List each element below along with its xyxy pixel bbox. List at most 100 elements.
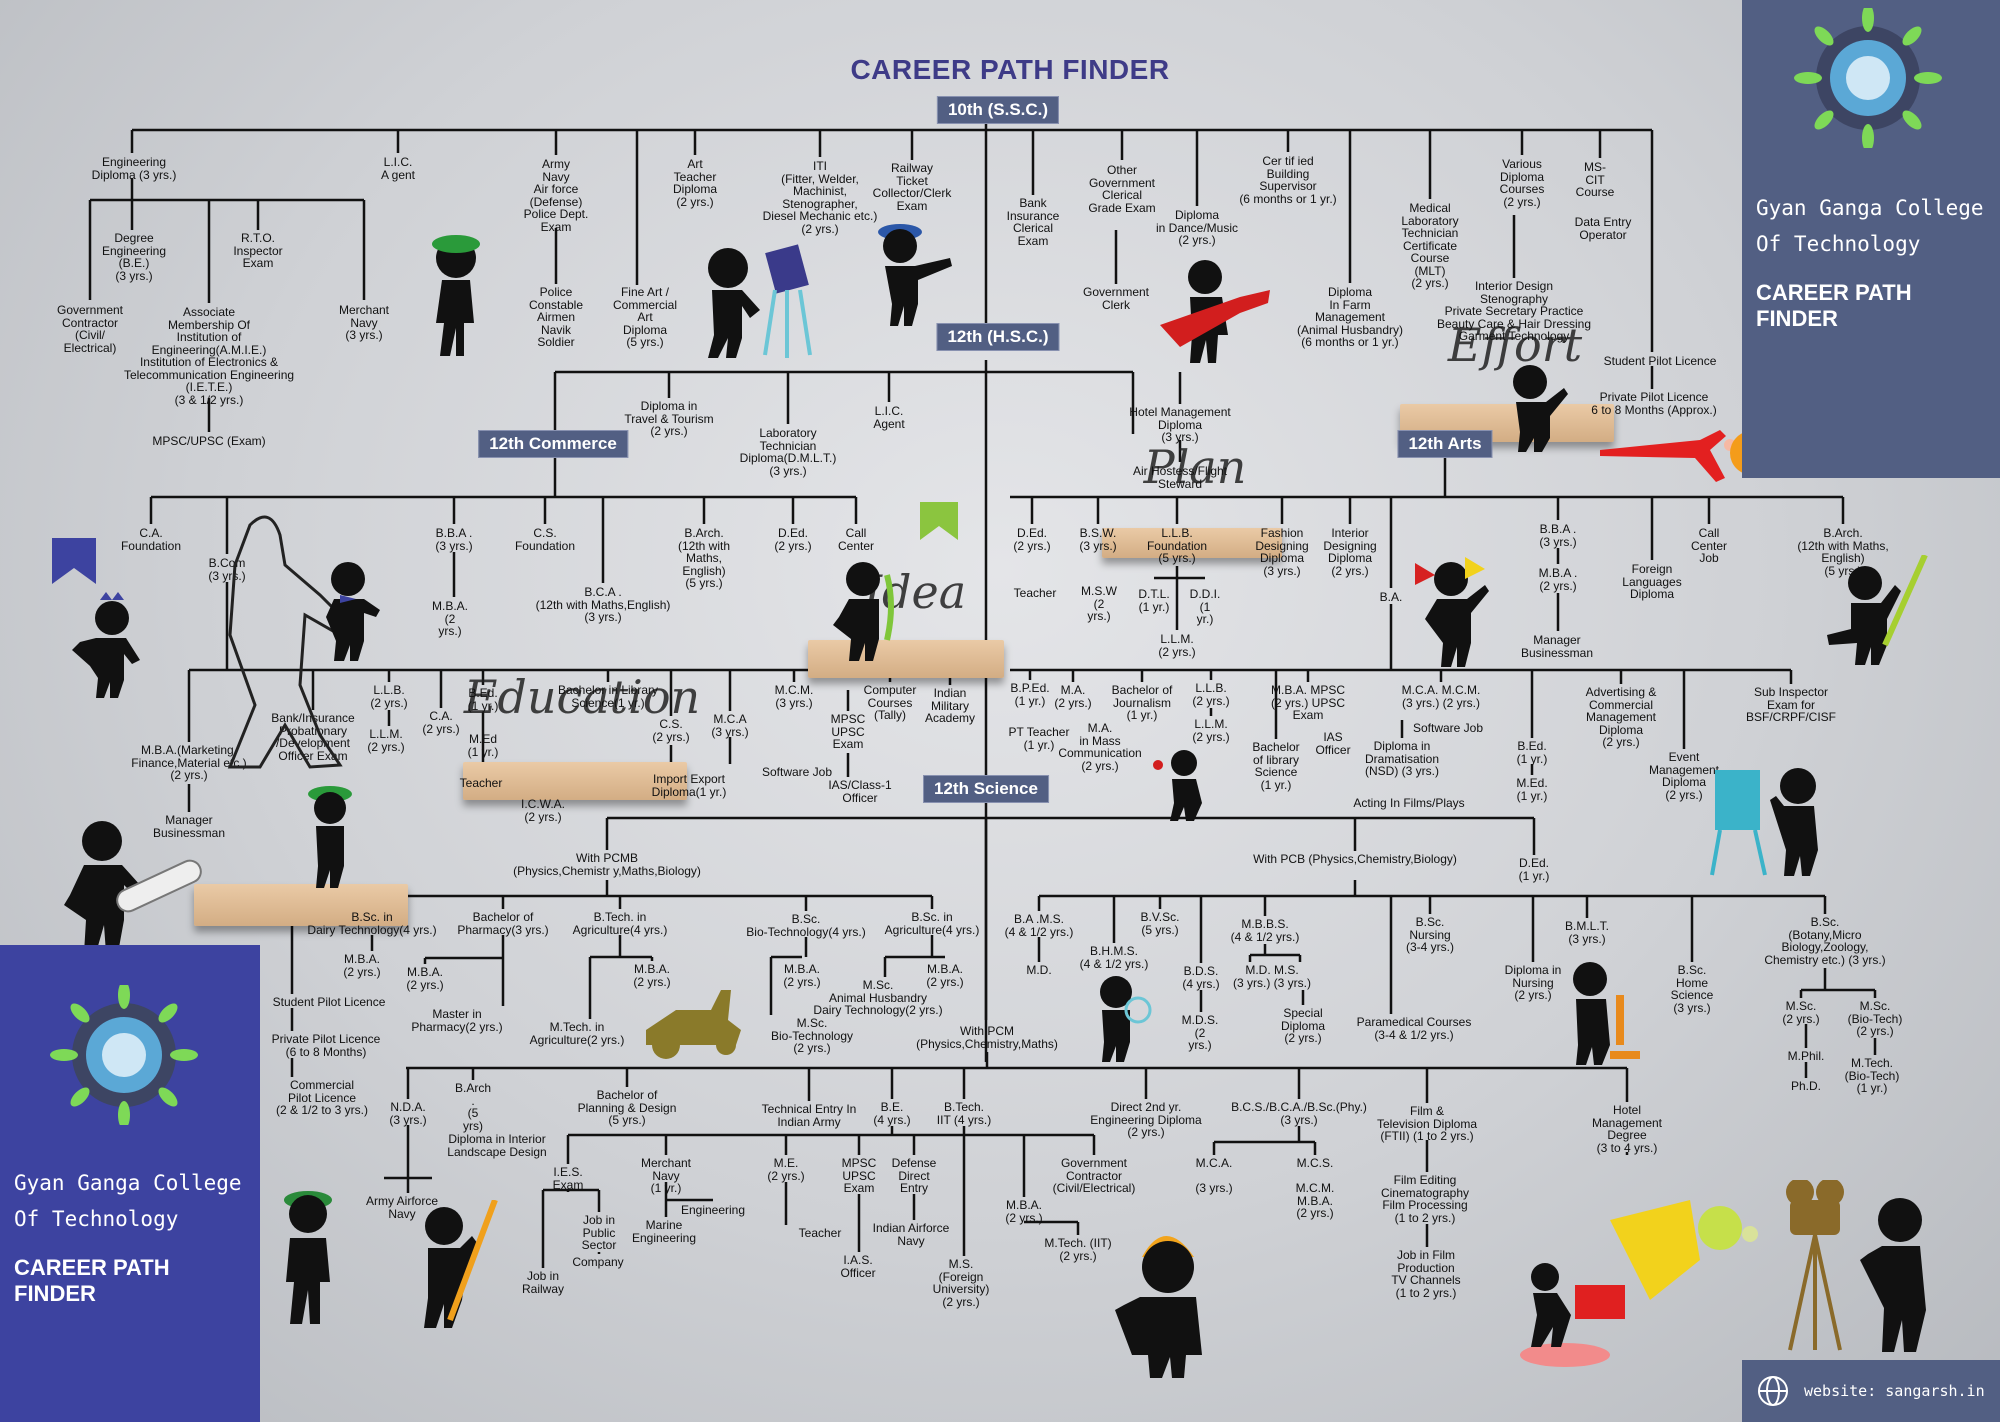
globe-icon	[1758, 1376, 1788, 1406]
career-option-label: B.C.S./B.C.A./B.Sc.(Phy.) (3 yrs.)	[1231, 1100, 1367, 1127]
career-option-label: Film Editing Cinematography Film Process…	[1380, 1173, 1470, 1225]
shelf	[1102, 528, 1282, 558]
career-option-label: Direct 2nd yr. Engineering Diploma (2 yr…	[1090, 1100, 1202, 1139]
college-name-line1: Gyan Ganga College	[14, 1171, 242, 1195]
career-option-label: Interior Design Stenography Private Secr…	[1436, 279, 1592, 343]
college-name-line1: Gyan Ganga College	[1756, 196, 1984, 220]
career-option-label: MS- CIT Course	[1575, 160, 1615, 199]
career-option-label: M.Ed. (1 yr.)	[1516, 776, 1548, 803]
career-option-label: B.Ed. (1 yr.)	[467, 686, 499, 713]
career-option-label: B.Sc. (Botany,Micro Biology,Zoology, Che…	[1764, 915, 1886, 967]
career-option-label: D.D.I. (1 yr.)	[1189, 587, 1221, 626]
career-option-label: B.B.A . (3 yrs.)	[435, 526, 473, 553]
career-option-label: Hotel Management Degree (3 to 4 yrs.)	[1591, 1103, 1663, 1155]
website-bar: website: sangarsh.in	[1742, 1360, 2000, 1422]
career-option-label: M.B.B.S. (4 & 1/2 yrs.)	[1230, 917, 1300, 944]
career-option-label: With PCMB (Physics,Chemistr y,Maths,Biol…	[513, 851, 701, 878]
college-logo-icon	[50, 985, 198, 1125]
stage-header-ssc: 10th (S.S.C.)	[936, 96, 1060, 124]
career-option-label: MPSC UPSC Exam	[830, 712, 866, 751]
career-option-label: B.Ed. (1 yr.)	[1516, 739, 1548, 766]
career-option-label: M.B.A. (2 yrs.)	[1005, 1198, 1043, 1225]
career-option-label: IAS/Class-1 Officer	[828, 778, 892, 805]
career-option-label: C.S. (2 yrs.)	[652, 717, 690, 744]
career-option-label: Marine Engineering	[631, 1218, 697, 1245]
career-option-label: B.D.S. (4 yrs.)	[1182, 964, 1220, 991]
figure-icon	[424, 1200, 498, 1328]
career-option-label: M.D.S. (2 yrs.)	[1181, 1013, 1219, 1052]
college-panel-bottom: Gyan Ganga College Of Technology CAREER …	[0, 945, 260, 1422]
career-option-label: M.B.A. MPSC (2 yrs.) UPSC Exam	[1270, 683, 1346, 722]
career-option-label: M.A. in Mass Communication (2 yrs.)	[1058, 721, 1142, 773]
career-option-label: M.E. (2 yrs.)	[767, 1156, 805, 1183]
stage-header-arts: 12th Arts	[1397, 430, 1493, 458]
career-option-label: Special Diploma (2 yrs.)	[1280, 1006, 1326, 1045]
career-option-label: M.D.	[1026, 963, 1052, 977]
career-option-label: Bachelor in Library Science(1 yr.)	[557, 683, 659, 710]
career-option-label: IAS Officer	[1315, 730, 1351, 757]
career-option-label: B.V.Sc. (5 yrs.)	[1140, 910, 1180, 937]
career-option-label: Air Hostess/Flight Steward	[1132, 464, 1228, 491]
career-option-label: M.C.A. M.C.M. (3 yrs.) (2 yrs.)	[1401, 683, 1481, 710]
career-option-label: Software Job	[1412, 721, 1484, 735]
stage-header-commerce: 12th Commerce	[478, 430, 628, 458]
career-option-label: Cer tif ied Building Supervisor (6 month…	[1239, 154, 1337, 206]
career-option-label: Degree Engineering (B.E.) (3 yrs.)	[101, 231, 167, 283]
figure-icon	[284, 1191, 332, 1324]
figure-icon	[1153, 750, 1202, 821]
career-option-label: Police Constable Airmen Navik Soldier	[528, 285, 584, 349]
career-option-label: Job in Railway	[521, 1269, 565, 1296]
word-idea: Idea	[863, 565, 967, 619]
career-option-label: L.I.C. Agent	[873, 404, 905, 431]
career-option-label: Defense Direct Entry	[891, 1156, 937, 1195]
shelf	[463, 762, 687, 800]
figure-icon	[1160, 260, 1270, 363]
website-link[interactable]: website: sangarsh.in	[1804, 1382, 1985, 1400]
figure-icon	[1513, 365, 1568, 452]
career-option-label: D.T.L. (1 yr.)	[1138, 587, 1170, 614]
career-option-label: B.Sc. Bio-Technology(4 yrs.)	[746, 912, 866, 939]
career-option-label: B.P.Ed. (1 yr.)	[1010, 681, 1050, 708]
career-option-label: D.Ed. (1 yr.)	[1518, 856, 1550, 883]
career-option-label: PT Teacher (1 yr.)	[1008, 725, 1070, 752]
career-option-label: Diploma in Travel & Tourism (2 yrs.)	[624, 399, 714, 438]
career-option-label: Government Contractor (Civil/Electrical)	[1052, 1156, 1136, 1195]
career-option-label: B.Sc. Home Science (3 yrs.)	[1670, 963, 1714, 1015]
career-option-label: B.Tech. IIT (4 yrs.)	[936, 1100, 992, 1127]
career-option-label: B.Sc. in Dairy Technology(4 yrs.)	[307, 910, 437, 937]
career-option-label: M.B.A. (2 yrs.)	[406, 965, 444, 992]
figure-icon	[72, 592, 140, 698]
career-option-label: M.C.S. M.C.M. M.B.A. (2 yrs.)	[1295, 1156, 1335, 1220]
career-option-label: Private Pilot Licence 6 to 8 Months (App…	[1591, 390, 1717, 417]
career-option-label: Engineering	[680, 1203, 746, 1217]
college-panel-top: Gyan Ganga College Of Technology CAREER …	[1742, 0, 2000, 478]
career-option-label: C.S. Foundation	[514, 526, 576, 553]
career-option-label: M.B.A. (2 yrs.)	[633, 962, 671, 989]
figure-icon	[64, 821, 202, 953]
decorative-shapes-icon	[1610, 1200, 1758, 1300]
career-option-label: Ph.D.	[1790, 1079, 1822, 1093]
career-option-label: L.L.B. Foundation (5 yrs.)	[1146, 526, 1208, 565]
career-option-label: L.L.M. (2 yrs.)	[367, 727, 405, 754]
career-option-label: Bachelor of Journalism (1 yr.)	[1111, 683, 1173, 722]
career-option-label: Manager Businessman	[1520, 633, 1594, 660]
figure-icon	[646, 990, 741, 1059]
word-plan: Plan	[1143, 440, 1247, 494]
career-option-label: Government Contractor (Civil/ Electrical…	[56, 303, 124, 355]
career-option-label: Acting In Films/Plays	[1353, 796, 1465, 810]
career-option-label: Software Job	[761, 765, 833, 779]
career-option-label: B.H.M.S. (4 & 1/2 yrs.)	[1079, 944, 1149, 971]
career-option-label: M.B.A. (2 yrs.)	[431, 599, 469, 638]
career-option-label: B.Sc. Nursing (3-4 yrs.)	[1406, 915, 1454, 954]
career-option-label: B.Arch. (12th with Maths, English) (5 yr…	[1797, 526, 1889, 578]
career-option-label: M.C.A. (3 yrs.)	[1195, 1156, 1233, 1195]
career-option-label: MPSC/UPSC (Exam)	[152, 434, 266, 448]
career-option-label: Engineering Diploma (3 yrs.)	[91, 155, 177, 182]
career-option-label: Job in Film Production TV Channels (1 to…	[1391, 1248, 1461, 1300]
career-option-label: Student Pilot Licence	[272, 995, 386, 1009]
career-option-label: D.Ed. (2 yrs.)	[774, 526, 812, 553]
figure-icon	[878, 224, 952, 326]
career-option-label: Medical Laboratory Technician Certificat…	[1401, 201, 1459, 290]
